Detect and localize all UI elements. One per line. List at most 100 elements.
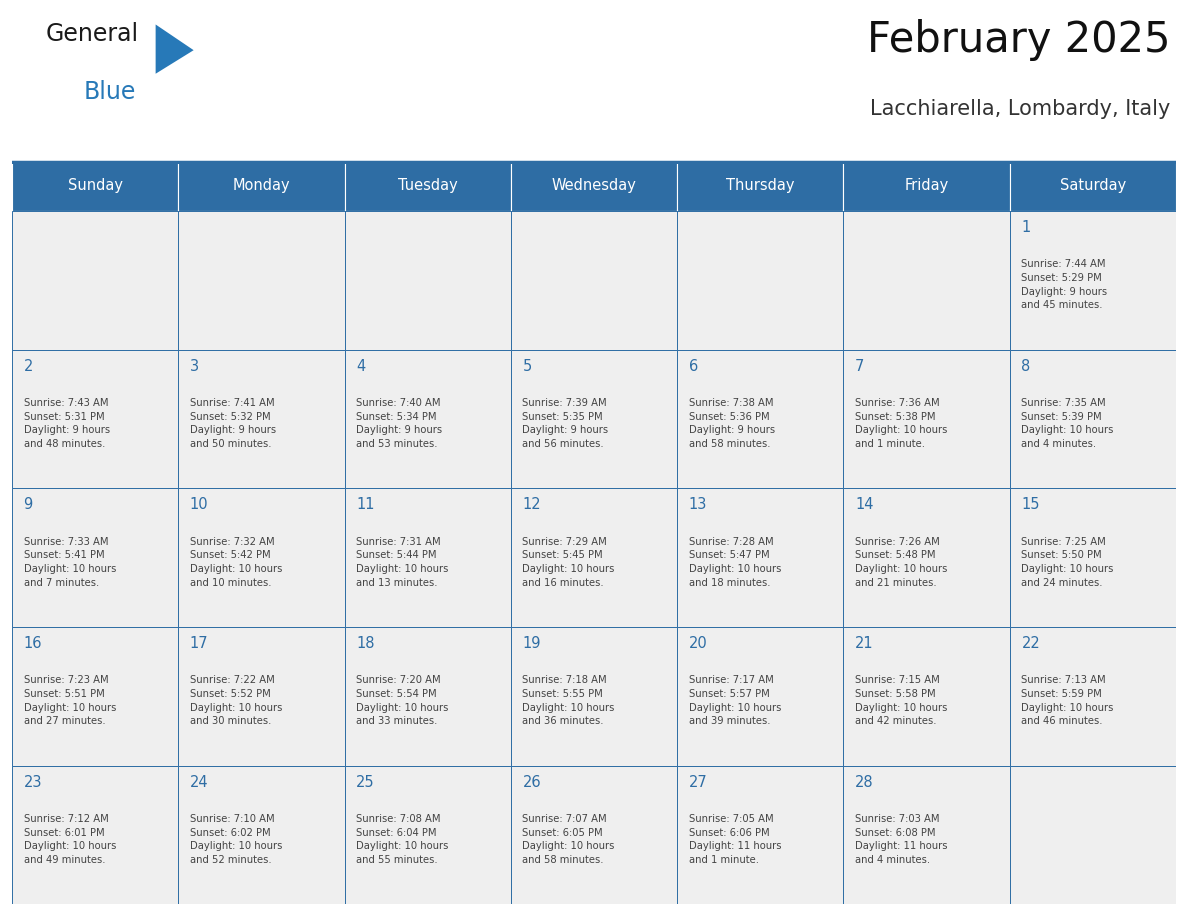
Text: 21: 21: [855, 636, 873, 651]
Text: Sunrise: 7:36 AM
Sunset: 5:38 PM
Daylight: 10 hours
and 1 minute.: Sunrise: 7:36 AM Sunset: 5:38 PM Dayligh…: [855, 398, 948, 449]
Bar: [843, 161, 1010, 211]
Bar: [677, 627, 843, 766]
Text: Sunrise: 7:12 AM
Sunset: 6:01 PM
Daylight: 10 hours
and 49 minutes.: Sunrise: 7:12 AM Sunset: 6:01 PM Dayligh…: [24, 814, 116, 865]
Text: Sunrise: 7:33 AM
Sunset: 5:41 PM
Daylight: 10 hours
and 7 minutes.: Sunrise: 7:33 AM Sunset: 5:41 PM Dayligh…: [24, 537, 116, 588]
Text: 15: 15: [1022, 498, 1040, 512]
Bar: [178, 488, 345, 627]
Bar: [12, 766, 178, 904]
Text: Sunrise: 7:26 AM
Sunset: 5:48 PM
Daylight: 10 hours
and 21 minutes.: Sunrise: 7:26 AM Sunset: 5:48 PM Dayligh…: [855, 537, 948, 588]
Bar: [843, 211, 1010, 350]
Bar: [511, 766, 677, 904]
Text: 28: 28: [855, 775, 873, 789]
Text: February 2025: February 2025: [867, 19, 1170, 62]
Text: Sunrise: 7:07 AM
Sunset: 6:05 PM
Daylight: 10 hours
and 58 minutes.: Sunrise: 7:07 AM Sunset: 6:05 PM Dayligh…: [523, 814, 615, 865]
Text: Sunrise: 7:15 AM
Sunset: 5:58 PM
Daylight: 10 hours
and 42 minutes.: Sunrise: 7:15 AM Sunset: 5:58 PM Dayligh…: [855, 676, 948, 726]
Bar: [677, 161, 843, 211]
Bar: [345, 766, 511, 904]
Text: 2: 2: [24, 359, 33, 374]
Text: 17: 17: [190, 636, 208, 651]
Bar: [1010, 350, 1176, 488]
Bar: [12, 350, 178, 488]
Text: Monday: Monday: [233, 178, 290, 194]
Text: 1: 1: [1022, 220, 1031, 235]
Text: Sunrise: 7:35 AM
Sunset: 5:39 PM
Daylight: 10 hours
and 4 minutes.: Sunrise: 7:35 AM Sunset: 5:39 PM Dayligh…: [1022, 398, 1114, 449]
Text: 25: 25: [356, 775, 374, 789]
Text: Sunrise: 7:13 AM
Sunset: 5:59 PM
Daylight: 10 hours
and 46 minutes.: Sunrise: 7:13 AM Sunset: 5:59 PM Dayligh…: [1022, 676, 1114, 726]
Bar: [345, 161, 511, 211]
Bar: [12, 627, 178, 766]
Text: 20: 20: [689, 636, 708, 651]
Bar: [511, 211, 677, 350]
Text: Sunrise: 7:32 AM
Sunset: 5:42 PM
Daylight: 10 hours
and 10 minutes.: Sunrise: 7:32 AM Sunset: 5:42 PM Dayligh…: [190, 537, 283, 588]
Bar: [178, 627, 345, 766]
Text: 14: 14: [855, 498, 873, 512]
Text: Sunrise: 7:38 AM
Sunset: 5:36 PM
Daylight: 9 hours
and 58 minutes.: Sunrise: 7:38 AM Sunset: 5:36 PM Dayligh…: [689, 398, 775, 449]
Bar: [1010, 211, 1176, 350]
Text: 10: 10: [190, 498, 208, 512]
Text: 5: 5: [523, 359, 532, 374]
Text: Saturday: Saturday: [1060, 178, 1126, 194]
Text: 11: 11: [356, 498, 374, 512]
Bar: [12, 488, 178, 627]
Text: Sunrise: 7:23 AM
Sunset: 5:51 PM
Daylight: 10 hours
and 27 minutes.: Sunrise: 7:23 AM Sunset: 5:51 PM Dayligh…: [24, 676, 116, 726]
Bar: [345, 350, 511, 488]
Bar: [843, 350, 1010, 488]
Text: Sunday: Sunday: [68, 178, 122, 194]
Bar: [843, 488, 1010, 627]
Text: Sunrise: 7:43 AM
Sunset: 5:31 PM
Daylight: 9 hours
and 48 minutes.: Sunrise: 7:43 AM Sunset: 5:31 PM Dayligh…: [24, 398, 109, 449]
Text: Sunrise: 7:31 AM
Sunset: 5:44 PM
Daylight: 10 hours
and 13 minutes.: Sunrise: 7:31 AM Sunset: 5:44 PM Dayligh…: [356, 537, 449, 588]
Text: Sunrise: 7:17 AM
Sunset: 5:57 PM
Daylight: 10 hours
and 39 minutes.: Sunrise: 7:17 AM Sunset: 5:57 PM Dayligh…: [689, 676, 782, 726]
Bar: [178, 161, 345, 211]
Bar: [511, 627, 677, 766]
Text: Sunrise: 7:40 AM
Sunset: 5:34 PM
Daylight: 9 hours
and 53 minutes.: Sunrise: 7:40 AM Sunset: 5:34 PM Dayligh…: [356, 398, 442, 449]
Text: 23: 23: [24, 775, 42, 789]
Bar: [1010, 161, 1176, 211]
Text: 12: 12: [523, 498, 541, 512]
Bar: [843, 766, 1010, 904]
Text: 13: 13: [689, 498, 707, 512]
Bar: [1010, 488, 1176, 627]
Bar: [178, 766, 345, 904]
Text: 18: 18: [356, 636, 374, 651]
Text: Wednesday: Wednesday: [551, 178, 637, 194]
Text: 22: 22: [1022, 636, 1041, 651]
Text: 19: 19: [523, 636, 541, 651]
Bar: [345, 488, 511, 627]
Bar: [178, 211, 345, 350]
Text: Thursday: Thursday: [726, 178, 795, 194]
Text: Sunrise: 7:05 AM
Sunset: 6:06 PM
Daylight: 11 hours
and 1 minute.: Sunrise: 7:05 AM Sunset: 6:06 PM Dayligh…: [689, 814, 782, 865]
Text: 27: 27: [689, 775, 708, 789]
Text: 3: 3: [190, 359, 198, 374]
Bar: [12, 211, 178, 350]
Bar: [511, 488, 677, 627]
Bar: [677, 350, 843, 488]
Text: 24: 24: [190, 775, 208, 789]
Bar: [677, 488, 843, 627]
Text: Sunrise: 7:44 AM
Sunset: 5:29 PM
Daylight: 9 hours
and 45 minutes.: Sunrise: 7:44 AM Sunset: 5:29 PM Dayligh…: [1022, 260, 1107, 310]
Text: Sunrise: 7:03 AM
Sunset: 6:08 PM
Daylight: 11 hours
and 4 minutes.: Sunrise: 7:03 AM Sunset: 6:08 PM Dayligh…: [855, 814, 948, 865]
Bar: [677, 211, 843, 350]
Bar: [1010, 766, 1176, 904]
Text: Sunrise: 7:28 AM
Sunset: 5:47 PM
Daylight: 10 hours
and 18 minutes.: Sunrise: 7:28 AM Sunset: 5:47 PM Dayligh…: [689, 537, 782, 588]
Text: Blue: Blue: [83, 80, 135, 104]
Text: 16: 16: [24, 636, 42, 651]
Bar: [511, 350, 677, 488]
Text: 8: 8: [1022, 359, 1031, 374]
Text: Sunrise: 7:08 AM
Sunset: 6:04 PM
Daylight: 10 hours
and 55 minutes.: Sunrise: 7:08 AM Sunset: 6:04 PM Dayligh…: [356, 814, 449, 865]
Text: 4: 4: [356, 359, 366, 374]
Text: Sunrise: 7:41 AM
Sunset: 5:32 PM
Daylight: 9 hours
and 50 minutes.: Sunrise: 7:41 AM Sunset: 5:32 PM Dayligh…: [190, 398, 276, 449]
Bar: [345, 627, 511, 766]
Text: 7: 7: [855, 359, 865, 374]
Text: Lacchiarella, Lombardy, Italy: Lacchiarella, Lombardy, Italy: [870, 99, 1170, 119]
Polygon shape: [156, 25, 194, 73]
Text: Sunrise: 7:10 AM
Sunset: 6:02 PM
Daylight: 10 hours
and 52 minutes.: Sunrise: 7:10 AM Sunset: 6:02 PM Dayligh…: [190, 814, 283, 865]
Text: Sunrise: 7:39 AM
Sunset: 5:35 PM
Daylight: 9 hours
and 56 minutes.: Sunrise: 7:39 AM Sunset: 5:35 PM Dayligh…: [523, 398, 608, 449]
Text: Sunrise: 7:18 AM
Sunset: 5:55 PM
Daylight: 10 hours
and 36 minutes.: Sunrise: 7:18 AM Sunset: 5:55 PM Dayligh…: [523, 676, 615, 726]
Bar: [178, 350, 345, 488]
Bar: [677, 766, 843, 904]
Bar: [345, 211, 511, 350]
Text: 26: 26: [523, 775, 541, 789]
Text: Friday: Friday: [904, 178, 949, 194]
Text: Sunrise: 7:22 AM
Sunset: 5:52 PM
Daylight: 10 hours
and 30 minutes.: Sunrise: 7:22 AM Sunset: 5:52 PM Dayligh…: [190, 676, 283, 726]
Text: 9: 9: [24, 498, 33, 512]
